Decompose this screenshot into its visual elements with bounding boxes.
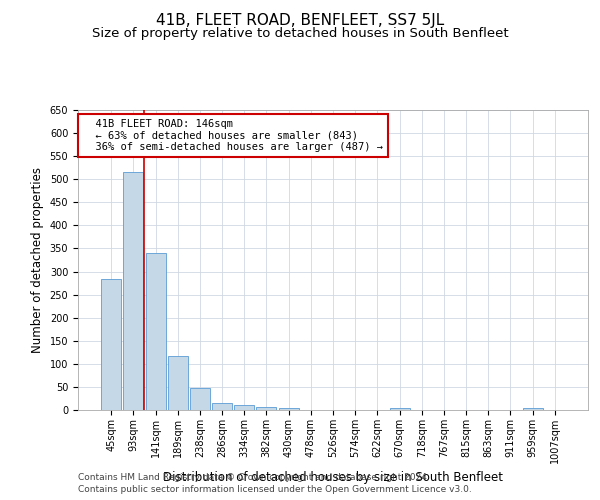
Text: 41B, FLEET ROAD, BENFLEET, SS7 5JL: 41B, FLEET ROAD, BENFLEET, SS7 5JL [156,12,444,28]
Bar [278,408,299,410]
Text: 41B FLEET ROAD: 146sqm
  ← 63% of detached houses are smaller (843)
  36% of sem: 41B FLEET ROAD: 146sqm ← 63% of detached… [83,119,383,152]
Bar [146,253,166,410]
Bar [101,280,121,410]
X-axis label: Distribution of detached houses by size in South Benfleet: Distribution of detached houses by size … [163,472,503,484]
Text: Contains public sector information licensed under the Open Government Licence v3: Contains public sector information licen… [78,485,472,494]
Bar [523,408,542,410]
Bar [212,402,232,410]
Text: Size of property relative to detached houses in South Benfleet: Size of property relative to detached ho… [92,28,508,40]
Bar [190,388,210,410]
Bar [389,408,410,410]
Bar [256,407,277,410]
Bar [124,172,143,410]
Bar [168,356,188,410]
Bar [234,406,254,410]
Y-axis label: Number of detached properties: Number of detached properties [31,167,44,353]
Text: Contains HM Land Registry data © Crown copyright and database right 2024.: Contains HM Land Registry data © Crown c… [78,472,430,482]
